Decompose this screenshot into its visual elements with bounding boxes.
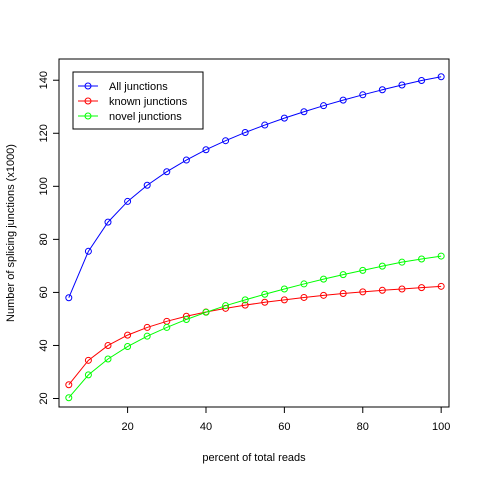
data-point-all-junctions xyxy=(65,294,73,302)
data-point-all-junctions xyxy=(143,181,151,189)
data-point-novel-junctions xyxy=(222,302,230,310)
data-point-all-junctions xyxy=(398,81,406,89)
plot-frame xyxy=(58,58,450,408)
plot-area xyxy=(65,73,445,402)
data-point-known-junctions xyxy=(143,323,151,331)
data-point-known-junctions xyxy=(320,291,328,299)
data-point-all-junctions xyxy=(241,128,249,136)
y-tick-label: 80 xyxy=(38,233,50,245)
data-point-novel-junctions xyxy=(378,262,386,270)
data-point-all-junctions xyxy=(104,218,112,226)
data-point-novel-junctions xyxy=(65,394,73,402)
y-tick-label: 120 xyxy=(38,124,50,142)
data-point-known-junctions xyxy=(339,289,347,297)
data-point-known-junctions xyxy=(398,285,406,293)
data-point-novel-junctions xyxy=(84,371,92,379)
data-point-novel-junctions xyxy=(320,275,328,283)
data-point-known-junctions xyxy=(418,284,426,292)
data-point-known-junctions xyxy=(124,331,132,339)
legend-marker xyxy=(84,97,92,105)
data-point-novel-junctions xyxy=(300,280,308,288)
data-point-all-junctions xyxy=(182,156,190,164)
data-point-novel-junctions xyxy=(124,343,132,351)
data-point-novel-junctions xyxy=(202,308,210,316)
data-point-novel-junctions xyxy=(280,285,288,293)
data-point-all-junctions xyxy=(280,114,288,122)
data-point-novel-junctions xyxy=(182,315,190,323)
data-point-novel-junctions xyxy=(143,332,151,340)
x-tick-label: 60 xyxy=(278,421,290,433)
data-point-all-junctions xyxy=(124,197,132,205)
data-point-novel-junctions xyxy=(261,290,269,298)
data-point-novel-junctions xyxy=(437,252,445,260)
data-point-all-junctions xyxy=(437,73,445,81)
y-tick-label: 60 xyxy=(38,286,50,298)
data-point-known-junctions xyxy=(65,381,73,389)
data-point-known-junctions xyxy=(261,298,269,306)
y-axis-label: Number of splicing junctions (x1000) xyxy=(5,144,17,322)
y-tick-label: 40 xyxy=(38,339,50,351)
legend-label: novel junctions xyxy=(109,111,182,123)
legend-marker xyxy=(84,112,92,120)
data-point-known-junctions xyxy=(359,288,367,296)
data-point-all-junctions xyxy=(261,121,269,129)
data-point-all-junctions xyxy=(84,247,92,255)
legend-marker xyxy=(84,82,92,90)
legend-label: known junctions xyxy=(109,96,188,108)
y-axis: 20 40 60 80 100 120 140 xyxy=(38,71,59,405)
data-point-known-junctions xyxy=(84,356,92,364)
data-point-all-junctions xyxy=(418,76,426,84)
data-point-all-junctions xyxy=(320,102,328,110)
data-point-all-junctions xyxy=(300,108,308,116)
data-point-novel-junctions xyxy=(418,255,426,263)
data-point-all-junctions xyxy=(378,86,386,94)
x-axis-label: percent of total reads xyxy=(202,452,306,464)
data-point-novel-junctions xyxy=(339,271,347,279)
data-point-known-junctions xyxy=(241,301,249,309)
data-point-novel-junctions xyxy=(398,258,406,266)
data-point-novel-junctions xyxy=(104,355,112,363)
x-tick-label: 80 xyxy=(357,421,369,433)
legend: All junctions known junctions novel juncti… xyxy=(72,71,204,130)
x-axis: 20 40 60 80 100 xyxy=(121,407,450,433)
y-tick-label: 100 xyxy=(38,177,50,195)
data-point-novel-junctions xyxy=(163,323,171,331)
data-point-all-junctions xyxy=(163,168,171,176)
data-point-known-junctions xyxy=(280,296,288,304)
y-tick-label: 20 xyxy=(38,392,50,404)
x-tick-label: 40 xyxy=(200,421,212,433)
data-point-all-junctions xyxy=(222,137,230,145)
data-point-all-junctions xyxy=(339,96,347,104)
data-point-known-junctions xyxy=(378,286,386,294)
data-point-known-junctions xyxy=(437,282,445,290)
data-point-all-junctions xyxy=(202,146,210,154)
data-point-novel-junctions xyxy=(241,296,249,304)
data-point-known-junctions xyxy=(104,341,112,349)
y-tick-label: 140 xyxy=(38,71,50,89)
legend-label: All junctions xyxy=(109,81,168,93)
data-point-all-junctions xyxy=(359,91,367,99)
x-tick-label: 100 xyxy=(432,421,450,433)
data-point-novel-junctions xyxy=(359,266,367,274)
x-tick-label: 20 xyxy=(121,421,133,433)
data-point-known-junctions xyxy=(300,293,308,301)
